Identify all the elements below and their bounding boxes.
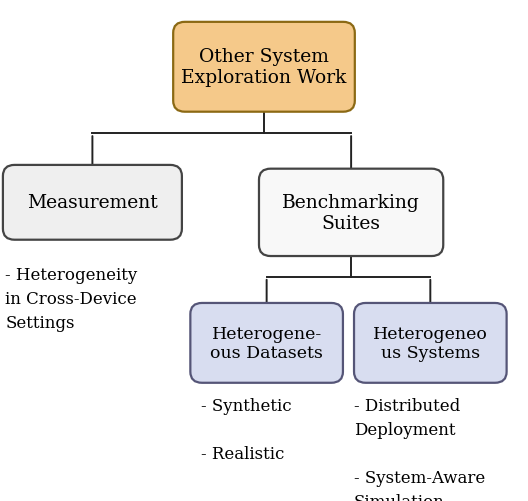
FancyBboxPatch shape xyxy=(354,303,506,383)
Text: - Heterogeneity
in Cross-Device
Settings: - Heterogeneity in Cross-Device Settings xyxy=(5,267,137,332)
FancyBboxPatch shape xyxy=(173,23,355,113)
Text: - Distributed
Deployment

- System-Aware
Simulation: - Distributed Deployment - System-Aware … xyxy=(354,397,485,501)
Text: Heterogene-
ous Datasets: Heterogene- ous Datasets xyxy=(210,325,323,361)
Text: Other System
Exploration Work: Other System Exploration Work xyxy=(181,48,347,87)
FancyBboxPatch shape xyxy=(3,165,182,240)
Text: Heterogeneo
us Systems: Heterogeneo us Systems xyxy=(373,325,488,361)
Text: Measurement: Measurement xyxy=(27,194,158,212)
FancyBboxPatch shape xyxy=(190,303,343,383)
FancyBboxPatch shape xyxy=(259,169,444,257)
Text: - Synthetic

- Realistic: - Synthetic - Realistic xyxy=(201,397,291,462)
Text: Benchmarking
Suites: Benchmarking Suites xyxy=(282,193,420,232)
